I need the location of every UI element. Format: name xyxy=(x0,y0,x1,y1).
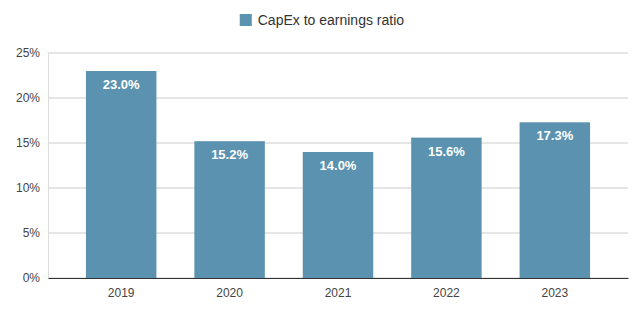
legend-swatch xyxy=(240,14,252,26)
chart-svg: 0% 5% 10% 15% 20% 25% 2019 2020 2021 2022 2023 23.0… xyxy=(0,0,644,318)
x-tick: 2020 xyxy=(216,278,243,300)
y-tick: 0% xyxy=(23,271,48,285)
y-tick: 25% xyxy=(16,46,48,60)
legend-label: CapEx to earnings ratio xyxy=(258,12,405,28)
y-tick: 5% xyxy=(23,226,48,240)
data-label: 17.3% xyxy=(536,128,573,143)
y-tick-label: 15% xyxy=(16,136,40,150)
grid-line xyxy=(48,53,628,54)
y-axis-line xyxy=(48,54,49,279)
y-tick-label: 5% xyxy=(23,226,41,240)
data-label: 15.2% xyxy=(211,147,248,162)
x-axis: 2019 2020 2021 2022 2023 xyxy=(49,278,629,300)
y-tick-label: 20% xyxy=(16,91,40,105)
data-labels: 23.0% 15.2% 14.0% 15.6% 17.3% xyxy=(103,77,574,173)
data-label: 14.0% xyxy=(320,158,357,173)
y-tick-label: 10% xyxy=(16,181,40,195)
x-tick-label: 2023 xyxy=(541,286,568,300)
data-label: 15.6% xyxy=(428,144,465,159)
y-tick: 20% xyxy=(16,91,48,105)
data-label: 23.0% xyxy=(103,77,140,92)
bar xyxy=(194,141,264,278)
x-tick: 2019 xyxy=(108,278,135,300)
x-tick: 2022 xyxy=(433,278,460,300)
y-tick-label: 25% xyxy=(16,46,40,60)
y-tick: 15% xyxy=(16,136,48,150)
y-tick: 10% xyxy=(16,181,48,195)
bar xyxy=(411,138,481,278)
bar xyxy=(303,152,373,278)
x-tick-label: 2020 xyxy=(216,286,243,300)
x-tick: 2021 xyxy=(325,278,352,300)
x-tick-label: 2021 xyxy=(325,286,352,300)
x-axis-line xyxy=(49,278,629,279)
chart-container: 0% 5% 10% 15% 20% 25% 2019 2020 2021 2022 2023 23.0… xyxy=(0,0,644,318)
bars xyxy=(86,71,590,278)
y-tick-label: 0% xyxy=(23,271,41,285)
bar xyxy=(86,71,156,278)
y-axis: 0% 5% 10% 15% 20% 25% xyxy=(16,46,49,285)
bar xyxy=(520,122,590,278)
x-tick-label: 2019 xyxy=(108,286,135,300)
x-tick-label: 2022 xyxy=(433,286,460,300)
legend: CapEx to earnings ratio xyxy=(240,12,405,28)
x-tick: 2023 xyxy=(541,278,568,300)
legend-item: CapEx to earnings ratio xyxy=(240,12,405,28)
grid xyxy=(48,53,628,278)
